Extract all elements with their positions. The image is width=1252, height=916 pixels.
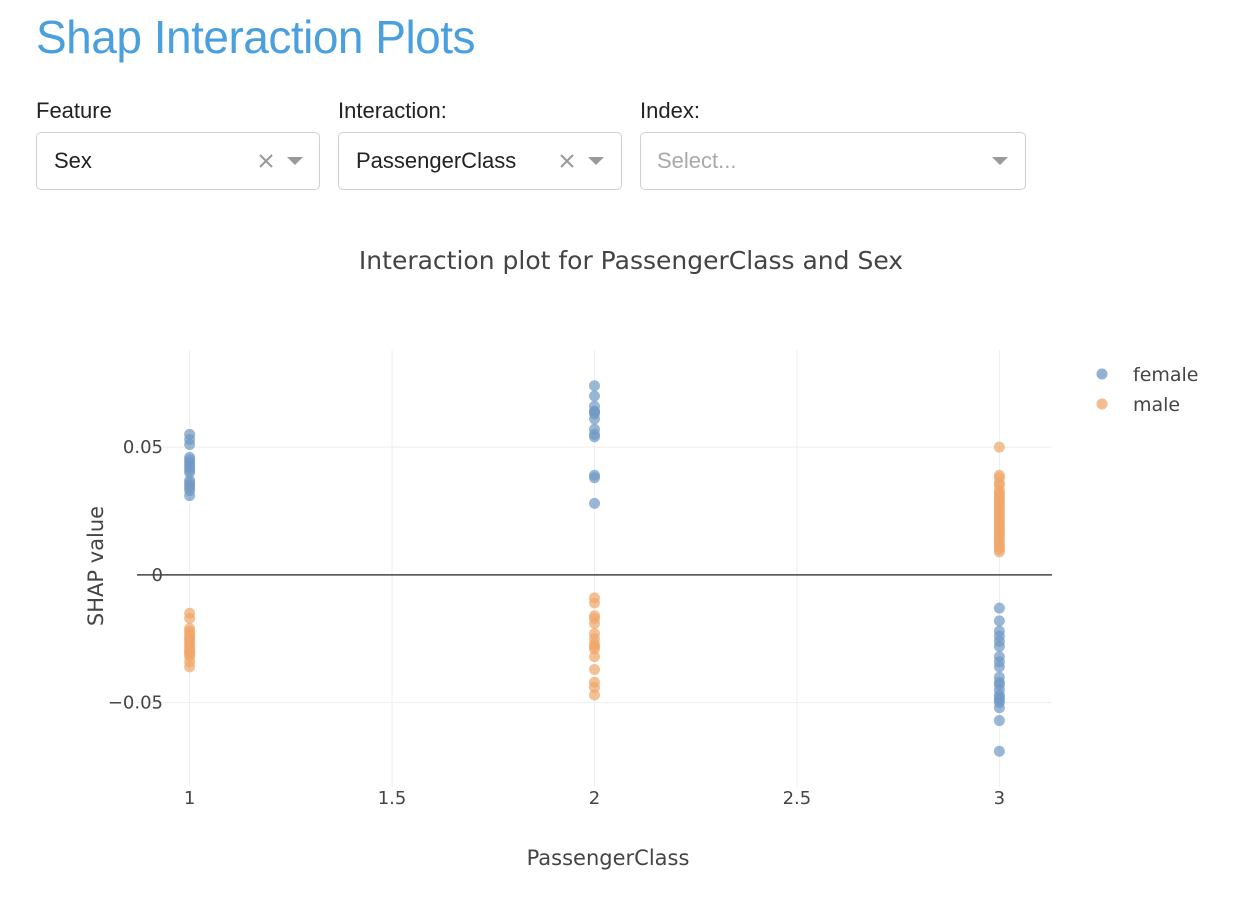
legend-marker-male[interactable] bbox=[1096, 398, 1108, 410]
legend-label-male[interactable]: male bbox=[1133, 394, 1180, 416]
index-select-placeholder: Select... bbox=[657, 148, 737, 173]
y-axis-label: SHAP value bbox=[84, 506, 108, 626]
index-control: Index: Select... bbox=[640, 98, 1026, 190]
grid-layer bbox=[137, 350, 1052, 787]
data-point-female[interactable] bbox=[993, 715, 1005, 727]
data-point-female[interactable] bbox=[589, 472, 600, 484]
data-point-female[interactable] bbox=[589, 497, 600, 509]
x-tick-label: 1.5 bbox=[378, 788, 407, 809]
data-point-female[interactable] bbox=[993, 702, 1005, 714]
interaction-control: Interaction: PassengerClass bbox=[338, 98, 622, 190]
data-point-female[interactable] bbox=[589, 380, 600, 392]
data-point-male[interactable] bbox=[589, 617, 600, 629]
data-point-female[interactable] bbox=[589, 431, 600, 443]
data-point-female[interactable] bbox=[993, 615, 1005, 627]
data-point-male[interactable] bbox=[184, 612, 196, 624]
page-title: Shap Interaction Plots bbox=[36, 11, 476, 63]
data-point-male[interactable] bbox=[589, 689, 600, 701]
data-point-male[interactable] bbox=[589, 597, 600, 609]
data-point-female[interactable] bbox=[184, 490, 196, 502]
data-point-male[interactable] bbox=[589, 681, 600, 693]
data-point-female[interactable] bbox=[589, 390, 600, 402]
legend[interactable]: female male bbox=[1096, 364, 1199, 416]
data-point-female[interactable] bbox=[184, 439, 196, 451]
chevron-down-icon[interactable] bbox=[587, 156, 605, 166]
data-point-male[interactable] bbox=[184, 661, 196, 673]
data-point-female[interactable] bbox=[589, 405, 600, 417]
legend-marker-female[interactable] bbox=[1096, 368, 1108, 380]
clear-icon[interactable] bbox=[256, 151, 276, 171]
data-point-male[interactable] bbox=[589, 651, 600, 663]
feature-control: Feature Sex bbox=[36, 98, 320, 190]
feature-select-value: Sex bbox=[54, 148, 92, 173]
data-point-female[interactable] bbox=[184, 467, 196, 479]
points-layer[interactable] bbox=[184, 380, 1005, 757]
feature-label: Feature bbox=[36, 98, 112, 123]
interaction-select[interactable]: PassengerClass bbox=[338, 132, 622, 190]
legend-label-female[interactable]: female bbox=[1133, 364, 1199, 386]
x-tick-label: 1 bbox=[184, 788, 195, 809]
data-point-male[interactable] bbox=[993, 546, 1005, 558]
interaction-label: Interaction: bbox=[338, 98, 447, 123]
data-point-male[interactable] bbox=[184, 646, 196, 658]
clear-icon[interactable] bbox=[557, 151, 577, 171]
index-select[interactable]: Select... bbox=[640, 132, 1026, 190]
data-point-male[interactable] bbox=[589, 643, 600, 655]
y-tick-label: −0.05 bbox=[108, 693, 163, 714]
data-point-female[interactable] bbox=[993, 640, 1005, 652]
index-label: Index: bbox=[640, 98, 700, 123]
data-point-female[interactable] bbox=[993, 745, 1005, 757]
x-tick-label: 2.5 bbox=[783, 788, 812, 809]
chart-title: Interaction plot for PassengerClass and … bbox=[359, 246, 903, 275]
data-point-male[interactable] bbox=[993, 441, 1005, 453]
data-point-male[interactable] bbox=[589, 663, 600, 675]
chevron-down-icon[interactable] bbox=[991, 156, 1009, 166]
y-tick-label: 0.05 bbox=[123, 437, 163, 458]
data-point-female[interactable] bbox=[589, 413, 600, 425]
chevron-down-icon[interactable] bbox=[286, 156, 304, 166]
x-axis-label: PassengerClass bbox=[527, 846, 690, 870]
interaction-select-value: PassengerClass bbox=[356, 148, 517, 173]
data-point-female[interactable] bbox=[993, 661, 1005, 673]
x-tick-label: 2 bbox=[589, 788, 600, 809]
data-point-male[interactable] bbox=[184, 633, 196, 645]
feature-select[interactable]: Sex bbox=[36, 132, 320, 190]
x-tick-label: 3 bbox=[994, 788, 1005, 809]
data-point-female[interactable] bbox=[993, 602, 1005, 614]
